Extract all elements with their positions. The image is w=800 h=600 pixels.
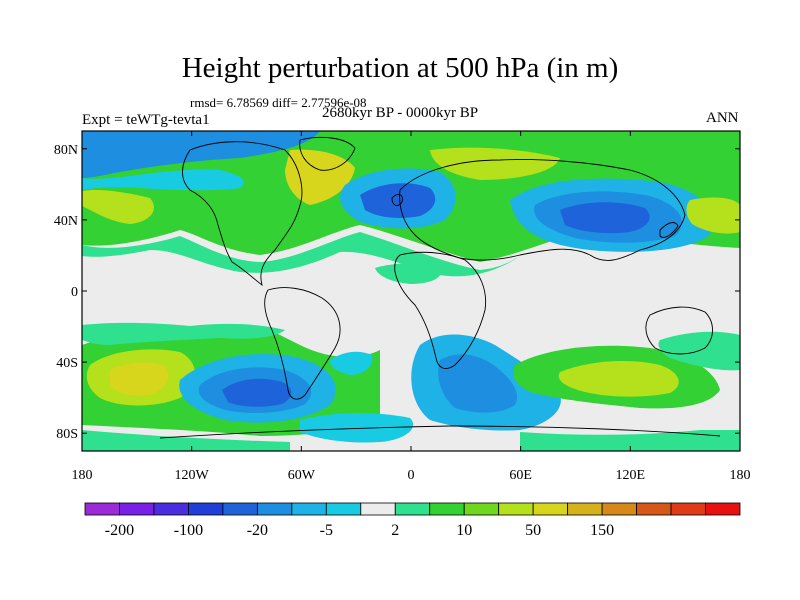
contour-southernocean-cyan: [300, 413, 414, 443]
lon-tick-label: 180: [72, 468, 93, 483]
colorbar-swatch: [567, 502, 603, 516]
longitude-axis: 180 120W 60W 0 60E 120E 180: [72, 131, 751, 483]
contour-atlantic-yellow: [285, 149, 355, 205]
colorbar-swatch: [256, 502, 293, 516]
colorbar-label: 50: [525, 522, 541, 539]
colorbar-swatch: [429, 502, 465, 516]
lon-tick-label: 120W: [175, 468, 210, 483]
colorbar-swatch: [670, 502, 706, 516]
colorbar-label: 2: [391, 522, 399, 539]
contour-southamerica-deepblue: [222, 378, 292, 407]
colorbar-swatch: [636, 502, 672, 516]
colorbar-swatch: [291, 502, 327, 516]
contour-antarctic-lightgreen-east: [520, 430, 740, 451]
lon-tick-label: 0: [408, 468, 415, 483]
lon-tick-label: 180: [730, 468, 751, 483]
contour-siberia-yellow: [430, 147, 560, 180]
latitude-axis: 80N 40N 0 40S 80S: [54, 143, 740, 442]
colorbar-label: -5: [320, 522, 333, 539]
colorbar: -200 -100 -20 -5 2 10 50 150: [84, 502, 741, 539]
plot-title: Height perturbation at 500 hPa (in m): [181, 52, 619, 84]
lat-tick-label: 0: [71, 285, 78, 300]
lon-tick-label: 120E: [616, 468, 646, 483]
colorbar-swatch: [325, 502, 362, 516]
colorbar-swatch: [153, 502, 189, 516]
season-label: ANN: [706, 110, 739, 126]
contour-arctic-lightblue: [82, 169, 244, 191]
lat-tick-label: 40S: [56, 356, 78, 371]
coast-south-america: [264, 287, 341, 400]
period-label: 2680kyr BP - 0000kyr BP: [321, 105, 479, 121]
colorbar-swatch: [705, 502, 741, 516]
experiment-label: Expt = teWTg-tevta1: [82, 112, 210, 128]
lat-tick-label: 40N: [54, 214, 78, 229]
coast-australia: [645, 306, 713, 355]
contour-atlantic-cyan: [330, 351, 373, 375]
contour-asia-deepblue: [560, 202, 650, 234]
contour-africa-blue: [438, 354, 518, 413]
colorbar-swatch: [188, 502, 224, 516]
coast-eurasia: [399, 159, 686, 261]
coast-greenland: [299, 136, 356, 171]
colorbar-swatch: [84, 502, 120, 516]
coast-british-isles: [391, 194, 403, 206]
lon-tick-label: 60W: [288, 468, 316, 483]
colorbar-label: 10: [456, 522, 472, 539]
contour-southpacific-yellow2: [110, 362, 169, 396]
contour-arctic-yellowgreen: [82, 189, 154, 224]
colorbar-label: -200: [105, 522, 134, 539]
colorbar-label: 150: [590, 522, 614, 539]
contour-field: [82, 131, 740, 451]
colorbar-swatch: [360, 502, 396, 516]
lat-tick-label: 80S: [56, 427, 78, 442]
coast-north-america: [182, 141, 303, 287]
contour-arctic-blue: [82, 131, 320, 178]
lon-tick-label: 60E: [509, 468, 532, 483]
colorbar-swatch: [119, 502, 155, 516]
contour-pacific-yellow: [686, 197, 740, 234]
contour-europe-blue: [360, 183, 436, 218]
lat-tick-label: 80N: [54, 143, 78, 158]
stats-line: rmsd= 6.78569 diff= 2.77596e-08: [190, 95, 367, 110]
colorbar-swatch: [532, 502, 569, 516]
coastlines: [159, 136, 721, 439]
colorbar-label: -100: [174, 522, 203, 539]
coast-antarctica: [159, 425, 721, 439]
colorbar-label: -20: [247, 522, 268, 539]
contour-mideast-lightgreen: [375, 263, 441, 284]
contour-antarctic-lightgreen: [82, 430, 290, 451]
contour-indian-yellow: [558, 360, 679, 397]
colorbar-swatch: [463, 502, 500, 516]
colorbar-swatch: [222, 502, 258, 516]
coast-africa: [394, 251, 487, 369]
colorbar-swatch: [394, 502, 431, 516]
colorbar-swatch: [601, 502, 637, 516]
contour-south-lightgreen: [82, 322, 285, 345]
colorbar-swatch: [498, 502, 534, 516]
coast-japan: [659, 222, 679, 238]
